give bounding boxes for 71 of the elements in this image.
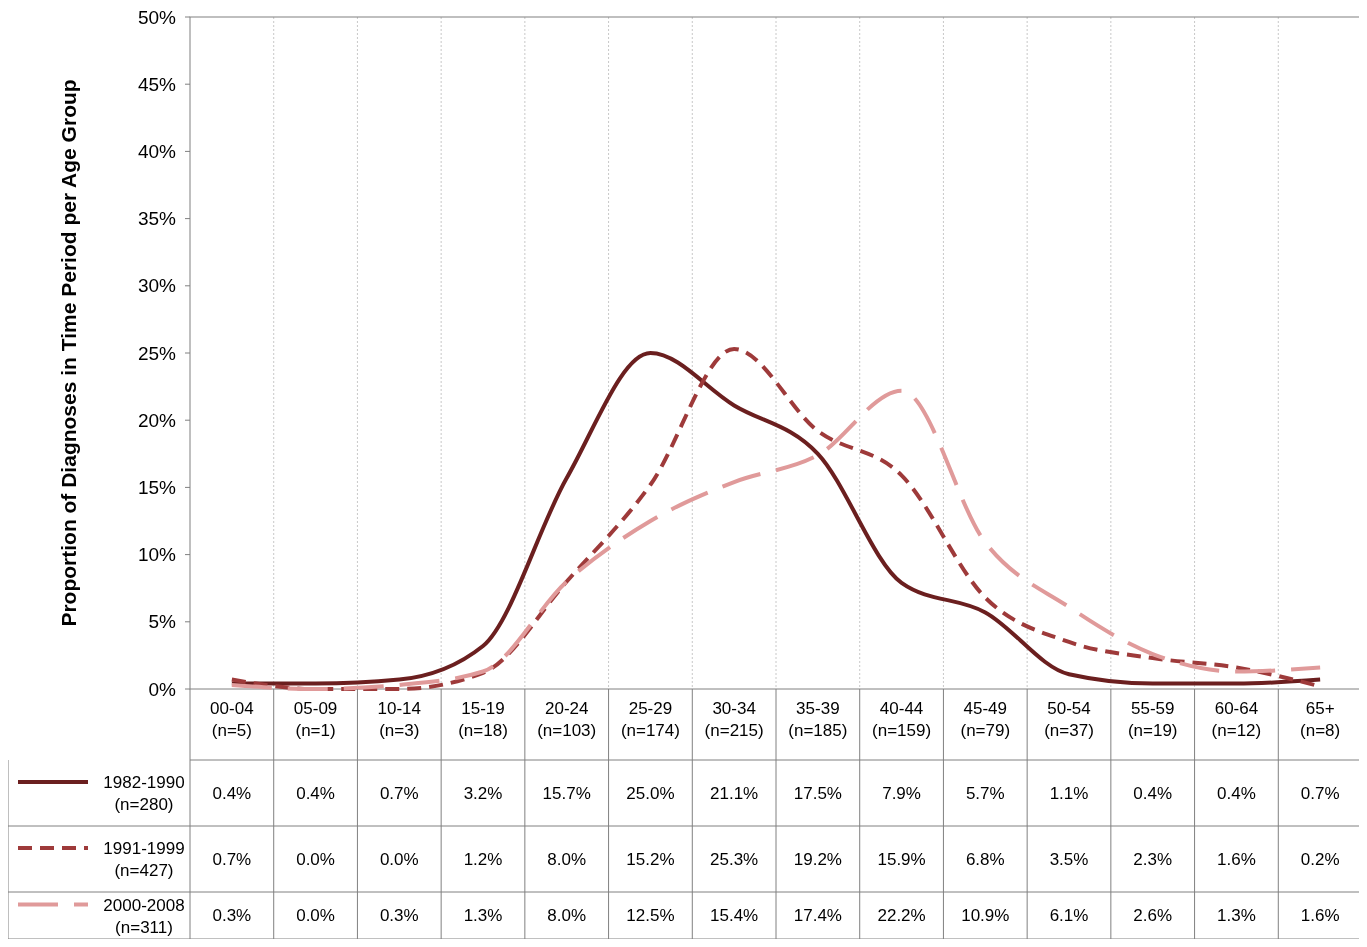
y-tick-label: 0% bbox=[148, 678, 177, 700]
data-label: 0.7% bbox=[1300, 783, 1340, 803]
data-label: 19.2% bbox=[793, 849, 842, 869]
data-label: 1.6% bbox=[1217, 849, 1256, 869]
data-label: 0.7% bbox=[379, 783, 419, 803]
data-label: 1.3% bbox=[463, 906, 503, 926]
data-label: 10.9% bbox=[961, 906, 1010, 926]
legend-label: 2000-2008 (n=311) bbox=[103, 895, 185, 937]
data-label: 0.0% bbox=[296, 906, 335, 926]
data-label: 6.1% bbox=[1049, 906, 1089, 926]
x-tick-label: 50-54 (n=37) bbox=[1044, 699, 1094, 740]
data-label: 0.7% bbox=[212, 849, 252, 869]
x-tick-label: 10-14 (n=3) bbox=[377, 699, 422, 740]
y-tick-label: 45% bbox=[137, 73, 177, 95]
data-label: 7.9% bbox=[882, 783, 921, 803]
data-label: 0.4% bbox=[1133, 783, 1173, 803]
data-label: 0.0% bbox=[296, 849, 335, 869]
y-tick-label: 35% bbox=[137, 208, 177, 230]
legend-label: 1982-1990 (n=280) bbox=[103, 773, 185, 814]
data-label: 15.9% bbox=[877, 849, 926, 869]
data-label: 0.3% bbox=[379, 906, 419, 926]
data-label: 12.5% bbox=[626, 906, 675, 926]
data-label: 17.5% bbox=[793, 783, 842, 803]
data-label: 1.2% bbox=[463, 849, 503, 869]
data-label: 0.4% bbox=[296, 783, 335, 803]
data-label: 2.3% bbox=[1133, 849, 1173, 869]
y-tick-label: 50% bbox=[137, 6, 177, 28]
x-tick-label: 00-04 (n=5) bbox=[210, 699, 254, 740]
y-tick-label: 40% bbox=[137, 141, 177, 163]
y-tick-label: 10% bbox=[137, 544, 177, 566]
y-tick-label: 30% bbox=[137, 275, 177, 297]
data-label: 8.0% bbox=[547, 906, 587, 926]
data-label: 0.4% bbox=[212, 783, 252, 803]
y-tick-label: 15% bbox=[137, 477, 177, 499]
data-label: 25.3% bbox=[710, 849, 759, 869]
data-label: 1.1% bbox=[1049, 783, 1089, 803]
data-label: 1.6% bbox=[1300, 906, 1340, 926]
data-label: 5.7% bbox=[965, 783, 1005, 803]
y-tick-label: 25% bbox=[137, 342, 177, 364]
x-tick-label: 20-24 (n=103) bbox=[537, 699, 597, 740]
data-label: 15.7% bbox=[542, 783, 591, 803]
x-tick-label: 30-34 (n=215) bbox=[704, 699, 764, 740]
x-tick-label: 60-64 (n=12) bbox=[1211, 699, 1262, 740]
x-tick-label: 35-39 (n=185) bbox=[788, 699, 848, 740]
x-tick-label: 55-59 (n=19) bbox=[1127, 699, 1178, 740]
data-label: 8.0% bbox=[547, 849, 587, 869]
data-label: 0.3% bbox=[212, 906, 252, 926]
x-tick-label: 65+ (n=8) bbox=[1300, 699, 1341, 740]
y-tick-label: 5% bbox=[148, 611, 177, 633]
x-tick-label: 25-29 (n=174) bbox=[620, 699, 680, 740]
data-label: 6.8% bbox=[965, 849, 1005, 869]
data-label: 21.1% bbox=[710, 783, 759, 803]
data-label: 3.5% bbox=[1049, 849, 1089, 869]
data-label: 22.2% bbox=[877, 906, 926, 926]
data-label: 0.0% bbox=[379, 849, 419, 869]
x-tick-label: 05-09 (n=1) bbox=[293, 699, 338, 740]
data-label: 15.4% bbox=[710, 906, 759, 926]
data-label: 15.2% bbox=[626, 849, 675, 869]
data-label: 3.2% bbox=[463, 783, 503, 803]
data-label: 2.6% bbox=[1133, 906, 1173, 926]
x-tick-label: 15-19 (n=18) bbox=[458, 699, 508, 740]
legend-label: 1991-1999 (n=427) bbox=[103, 839, 185, 880]
x-tick-label: 40-44 (n=159) bbox=[872, 699, 932, 740]
data-label: 17.4% bbox=[793, 906, 842, 926]
data-label: 0.4% bbox=[1217, 783, 1256, 803]
data-label: 1.3% bbox=[1217, 906, 1256, 926]
data-label: 0.2% bbox=[1300, 849, 1340, 869]
x-tick-label: 45-49 (n=79) bbox=[960, 699, 1011, 740]
y-tick-label: 20% bbox=[137, 409, 177, 431]
y-axis-title: Proportion of Diagnoses in Time Period per Age Group bbox=[57, 79, 80, 627]
data-label: 25.0% bbox=[626, 783, 675, 803]
